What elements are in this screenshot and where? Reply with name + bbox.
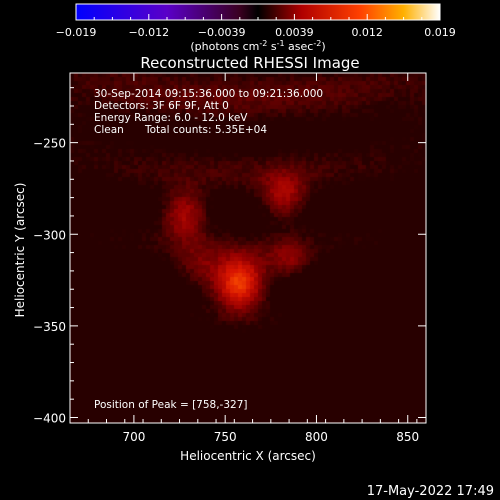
colorbar-tick-label: 0.012 bbox=[351, 26, 383, 39]
axis-ticks: 700 750 800 850 −250 −300 −350 −400 bbox=[33, 73, 426, 444]
colorbar-tick-label: −0.012 bbox=[128, 26, 169, 39]
y-tick-label: −350 bbox=[33, 320, 66, 334]
y-axis-label: Heliocentric Y (arcsec) bbox=[13, 183, 27, 318]
plot-area: 700 750 800 850 −250 −300 −350 −400 bbox=[33, 72, 427, 444]
x-tick-label: 700 bbox=[122, 430, 145, 444]
detectors-label: Detectors: 3F 6F 9F, Att 0 bbox=[94, 100, 229, 112]
chart-title: Reconstructed RHESSI Image bbox=[140, 54, 359, 72]
peak-position-label: Position of Peak = [758,-327] bbox=[94, 399, 248, 411]
energy-range-label: Energy Range: 6.0 - 12.0 keV bbox=[94, 112, 248, 124]
x-axis-label: Heliocentric X (arcsec) bbox=[180, 449, 316, 463]
y-tick-label: −400 bbox=[33, 412, 66, 426]
x-tick-label: 800 bbox=[305, 430, 328, 444]
colorbar-tick-label: −0.0039 bbox=[198, 26, 246, 39]
total-counts-label: Total counts: 5.35E+04 bbox=[144, 124, 267, 136]
colorbar-ticks: −0.019 −0.012 −0.0039 0.0039 0.012 0.019 bbox=[56, 14, 456, 39]
annotations: 30-Sep-2014 09:15:36.000 to 09:21:36.000… bbox=[94, 88, 323, 411]
x-tick-label: 750 bbox=[214, 430, 237, 444]
colorbar-tick-label: 0.0039 bbox=[275, 26, 314, 39]
timestamp: 17-May-2022 17:49 bbox=[367, 484, 494, 499]
plot-frame bbox=[69, 72, 427, 424]
colorbar-gradient bbox=[76, 4, 440, 20]
colorbar: −0.019 −0.012 −0.0039 0.0039 0.012 0.019 (pho… bbox=[56, 3, 456, 53]
colorbar-tick-label: 0.019 bbox=[424, 26, 456, 39]
colorbar-unit-label: (photons cm-2 s-1 asec-2) bbox=[190, 39, 325, 53]
time-range-label: 30-Sep-2014 09:15:36.000 to 09:21:36.000 bbox=[94, 88, 323, 100]
heatmap-image bbox=[70, 73, 426, 423]
x-tick-label: 850 bbox=[396, 430, 419, 444]
y-tick-label: −250 bbox=[33, 137, 66, 151]
algorithm-label: Clean bbox=[94, 124, 124, 136]
y-tick-label: −300 bbox=[33, 228, 66, 242]
colorbar-tick-label: −0.019 bbox=[56, 26, 97, 39]
